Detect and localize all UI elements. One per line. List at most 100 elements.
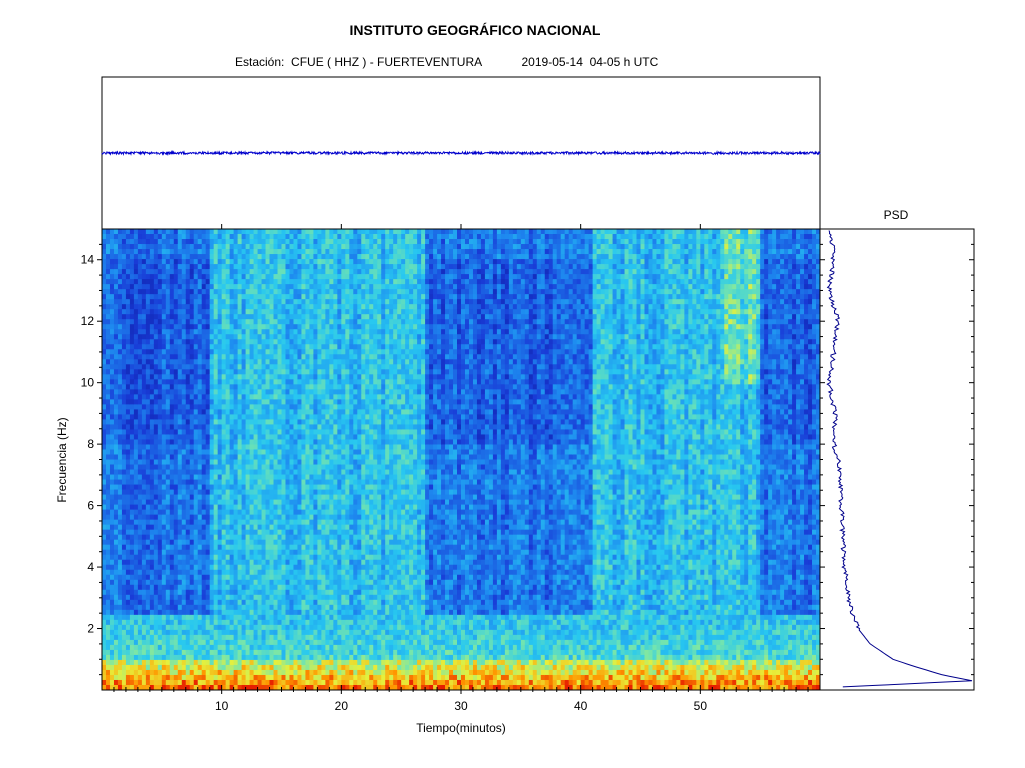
spectrogram-cell (105, 319, 111, 325)
spectrogram-cell (229, 339, 235, 345)
spectrogram-cell (317, 259, 322, 265)
spectrogram-cell (105, 269, 111, 275)
spectrogram-cell (261, 539, 267, 546)
spectrogram-cell (197, 549, 203, 556)
spectrogram-cell (125, 474, 131, 481)
spectrogram-cell (253, 499, 259, 506)
spectrogram-cell (253, 509, 259, 516)
spectrogram-cell (102, 484, 107, 491)
spectrogram-cell (217, 249, 223, 255)
spectrogram-cell (317, 264, 322, 270)
spectrogram-cell (201, 539, 207, 546)
spectrogram-cell (117, 474, 123, 481)
spectrogram-cell (165, 374, 171, 380)
spectrogram-cell (105, 294, 111, 300)
spectrogram-cell (285, 239, 290, 245)
spectrogram-cell (273, 504, 279, 511)
spectrogram-cell (257, 349, 263, 355)
spectrogram-cell (289, 564, 294, 571)
spectrogram-cell (157, 294, 163, 300)
spectrogram-cell (169, 229, 175, 235)
spectrogram-cell (213, 259, 219, 265)
spectrogram-cell (109, 299, 115, 305)
spectrogram-cell (189, 519, 195, 526)
spectrogram-cell (277, 449, 282, 455)
spectrogram-cell (173, 469, 179, 476)
spectrogram-cell (209, 519, 215, 526)
spectrogram-cell (233, 379, 239, 385)
spectrogram-cell (313, 594, 318, 601)
spectrogram-cell (189, 554, 195, 561)
spectrogram-cell (233, 584, 239, 591)
spectrogram-cell (145, 519, 151, 526)
spectrogram-cell (237, 484, 243, 491)
spectrogram-cell (113, 659, 119, 666)
spectrogram-cell (125, 544, 131, 551)
spectrogram-cell (253, 559, 259, 566)
spectrogram-cell (145, 359, 151, 365)
spectrogram-cell (153, 504, 159, 511)
spectrogram-cell (165, 554, 171, 561)
spectrogram-cell (177, 654, 183, 661)
spectrogram-cell (229, 629, 235, 636)
spectrogram-cell (281, 254, 286, 260)
spectrogram-cell (249, 354, 255, 360)
spectrogram-cell (301, 334, 306, 340)
spectrogram-cell (125, 409, 131, 415)
spectrogram-cell (245, 354, 251, 360)
spectrogram-cell (285, 284, 290, 290)
spectrogram-cell (165, 244, 171, 250)
spectrogram-cell (157, 524, 163, 531)
spectrogram-cell (229, 534, 235, 541)
spectrogram-cell (145, 444, 151, 450)
spectrogram-cell (289, 249, 294, 255)
spectrogram-cell (197, 259, 203, 265)
spectrogram-cell (285, 579, 290, 586)
spectrogram-cell (109, 369, 115, 375)
spectrogram-cell (289, 589, 294, 596)
spectrogram-cell (117, 684, 123, 690)
spectrogram-cell (221, 489, 227, 496)
spectrogram-cell (277, 454, 282, 460)
spectrogram-cell (217, 614, 223, 621)
spectrogram-cell (185, 394, 191, 400)
spectrogram-cell (169, 344, 175, 350)
spectrogram-cell (221, 504, 227, 511)
spectrogram-cell (201, 674, 207, 681)
spectrogram-cell (261, 654, 267, 661)
spectrogram-cell (129, 234, 135, 240)
spectrogram-cell (169, 579, 175, 586)
spectrogram-cell (201, 479, 207, 486)
spectrogram-cell (237, 429, 243, 435)
spectrogram-cell (181, 434, 187, 440)
spectrogram-cell (301, 254, 306, 260)
spectrogram-cell (221, 384, 227, 390)
spectrogram-cell (102, 249, 107, 255)
spectrogram-cell (261, 424, 267, 430)
spectrogram-cell (257, 609, 263, 616)
spectrogram-cell (141, 244, 147, 250)
spectrogram-cell (217, 344, 223, 350)
spectrogram-cell (305, 499, 310, 506)
spectrogram-cell (125, 389, 131, 395)
spectrogram-cell (177, 519, 183, 526)
spectrogram-cell (257, 589, 263, 596)
spectrogram-cell (109, 659, 115, 666)
spectrogram-cell (109, 654, 115, 661)
spectrogram-cell (145, 679, 151, 686)
spectrogram-cell (161, 574, 167, 581)
spectrogram-cell (165, 679, 171, 686)
spectrogram-cell (145, 454, 151, 460)
spectrogram-cell (225, 559, 231, 566)
spectrogram-cell (233, 669, 239, 676)
spectrogram-cell (165, 304, 171, 310)
spectrogram-cell (269, 549, 275, 556)
spectrogram-cell (121, 604, 127, 611)
spectrogram-cell (213, 414, 219, 420)
spectrogram-cell (149, 474, 155, 481)
spectrogram-cell (145, 649, 151, 656)
spectrogram-cell (301, 539, 306, 546)
spectrogram-cell (229, 349, 235, 355)
spectrogram-cell (185, 594, 191, 601)
spectrogram-cell (293, 449, 298, 455)
